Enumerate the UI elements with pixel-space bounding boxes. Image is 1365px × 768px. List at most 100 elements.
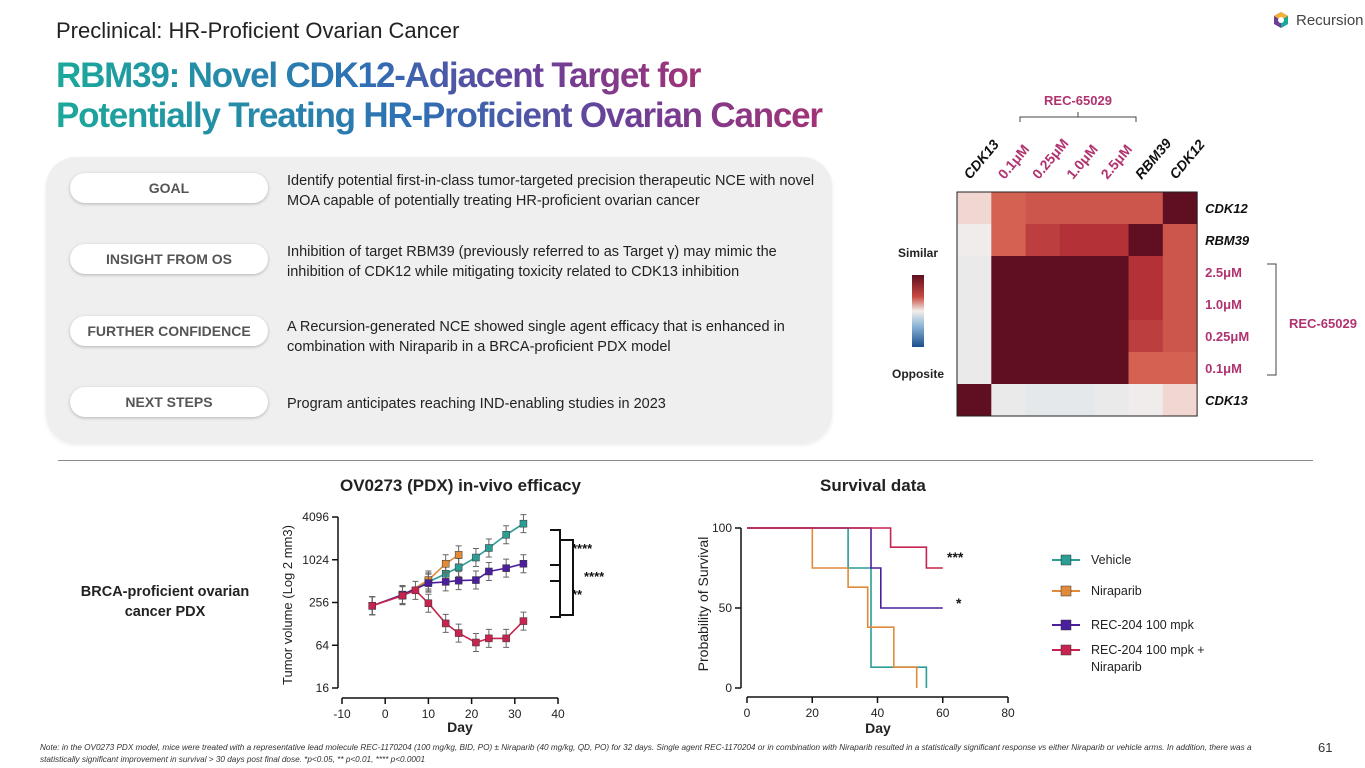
data-point (441, 619, 450, 628)
significance-label: *** (947, 549, 964, 565)
heatmap-cell (1162, 192, 1198, 225)
heatmap-cell (991, 192, 1027, 225)
data-point (454, 629, 463, 637)
heatmap-cell (1025, 256, 1061, 289)
x-axis-label: Day (447, 719, 473, 735)
heatmap-cell (1059, 352, 1095, 385)
x-tick-label: 40 (871, 706, 885, 720)
y-tick-label: 0 (725, 681, 732, 695)
heatmap-cell (1094, 384, 1129, 417)
bracket-3 (560, 539, 574, 616)
heatmap-row-label: CDK12 (1205, 201, 1248, 216)
section-divider (58, 460, 1313, 461)
heatmap-cell (1059, 384, 1095, 417)
legend-label: Vehicle (1091, 553, 1132, 567)
y-tick-label: 1024 (302, 553, 329, 567)
heatmap-column-label: CDK12 (1166, 136, 1208, 182)
data-point (502, 531, 510, 539)
heatmap-cell (957, 192, 992, 225)
data-point (398, 591, 407, 600)
x-tick-label: 30 (508, 707, 522, 721)
heatmap-row-label: 1.0μM (1205, 297, 1242, 312)
legend-label: REC-204 100 mpk (1091, 618, 1194, 632)
data-point (454, 576, 463, 585)
heatmap-cell (1162, 320, 1198, 353)
x-tick-label: 80 (1001, 706, 1015, 720)
page-number: 61 (1318, 740, 1333, 755)
legend-swatch (1052, 584, 1080, 597)
x-tick-label: 10 (422, 707, 436, 721)
heatmap-cell (1059, 320, 1095, 353)
heatmap-column-label: 2.5μM (1097, 141, 1135, 182)
heatmap-cell (991, 288, 1027, 321)
slide-title-line-1: RBM39: Novel CDK12-Adjacent Target for (56, 56, 746, 96)
footnote: Note: in the OV0273 PDX model, mice were… (40, 743, 1252, 764)
heatmap-column-label: 0.25μM (1029, 135, 1072, 182)
data-point (519, 617, 528, 625)
x-tick-label: -10 (333, 707, 351, 721)
heatmap-cell (991, 320, 1027, 353)
heatmap-cell (1059, 192, 1095, 225)
y-tick-label: 50 (719, 601, 733, 615)
legend-swatch (1052, 618, 1080, 631)
heatmap-cell (1128, 224, 1164, 257)
data-point (424, 579, 433, 587)
x-tick-label: 40 (551, 707, 565, 721)
survival-curve (747, 527, 943, 569)
heatmap-cell (957, 352, 992, 385)
colorbar-bottom-label: Opposite (892, 367, 944, 381)
significance-label: **** (584, 569, 605, 584)
heatmap-cell (1059, 288, 1095, 321)
heatmap-cell (1094, 320, 1129, 353)
brca-label: BRCA-proficient ovarian cancer PDX (80, 584, 250, 620)
heatmap-cell (1128, 256, 1164, 289)
significance-label: ** (572, 587, 583, 602)
tumor-volume-chart: 16 64 256 1024 4096 -10 0 10 20 30 40 Day Tumor vo… (280, 510, 605, 735)
heatmap-cell (1128, 352, 1164, 385)
data-point (472, 576, 480, 584)
bracket-1 (550, 529, 561, 582)
group-bracket-right (1267, 263, 1277, 376)
slide-title-line-2: Potentially Treating HR-Proficient Ovari… (56, 96, 866, 136)
data-point (485, 544, 493, 552)
data-point (424, 599, 433, 607)
heatmap-cell (957, 256, 992, 289)
y-tick-label: 64 (316, 638, 330, 652)
heatmap-cell (1025, 320, 1061, 353)
heatmap-cell (1162, 256, 1198, 289)
heatmap-row-label: RBM39 (1205, 233, 1250, 248)
heatmap-cell (1094, 256, 1129, 289)
goal-pill: GOAL (70, 173, 268, 203)
heatmap-cell (1128, 192, 1164, 225)
heatmap-cell (1094, 352, 1129, 385)
survival-chart: 0 50 100 0 20 40 60 80 Day Probability of Survi… (695, 521, 1015, 736)
heatmap-row-label: 0.1μM (1205, 361, 1242, 376)
logo-text: Recursion (1296, 11, 1364, 29)
legend-swatch (1052, 553, 1080, 566)
efficacy-title: OV0273 (PDX) in-vivo efficacy (340, 476, 581, 495)
data-point (502, 634, 510, 643)
heatmap-border (956, 191, 1198, 417)
heatmap-cell (991, 224, 1027, 257)
legend-swatch (1052, 643, 1080, 656)
x-tick-label: 20 (465, 707, 479, 721)
bracket-2 (550, 564, 561, 618)
y-tick-label: 100 (712, 521, 732, 535)
legend-label: Niraparib (1091, 584, 1142, 598)
hexagon-logo-icon (1274, 12, 1288, 28)
data-point (368, 602, 376, 610)
y-axis-label: Probability of Survival (695, 537, 711, 672)
group-label-top: REC-65029 (1044, 93, 1112, 108)
heatmap-cell (957, 384, 992, 417)
data-point (485, 634, 493, 643)
x-axis-label: Day (865, 720, 891, 736)
data-point (441, 559, 450, 568)
x-tick-label: 0 (744, 706, 751, 720)
insight-text: Inhibition of target RBM39 (previously r… (287, 244, 777, 280)
data-point (502, 564, 510, 572)
heatmap-cell (1162, 224, 1198, 257)
group-label-right: REC-65029 (1289, 316, 1357, 331)
significance-label: **** (572, 541, 593, 556)
heatmap-cell (1162, 288, 1198, 321)
